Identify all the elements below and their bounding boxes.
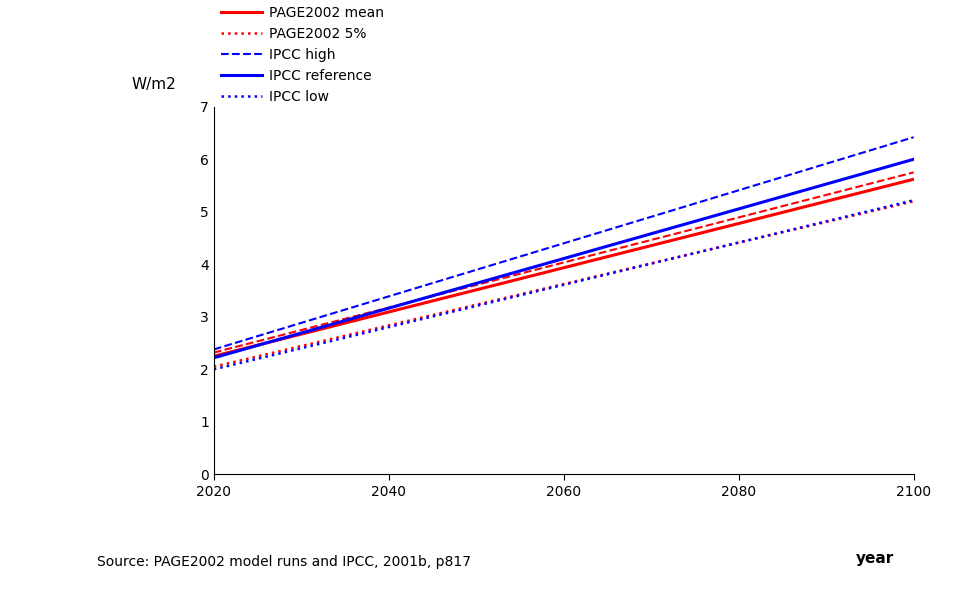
Legend: PAGE2002 95%, PAGE2002 mean, PAGE2002 5%, IPCC high, IPCC reference, IPCC low: PAGE2002 95%, PAGE2002 mean, PAGE2002 5%… — [221, 0, 384, 104]
Text: year: year — [856, 551, 894, 566]
Text: Source: PAGE2002 model runs and IPCC, 2001b, p817: Source: PAGE2002 model runs and IPCC, 20… — [97, 555, 471, 569]
Text: W/m2: W/m2 — [131, 77, 176, 92]
